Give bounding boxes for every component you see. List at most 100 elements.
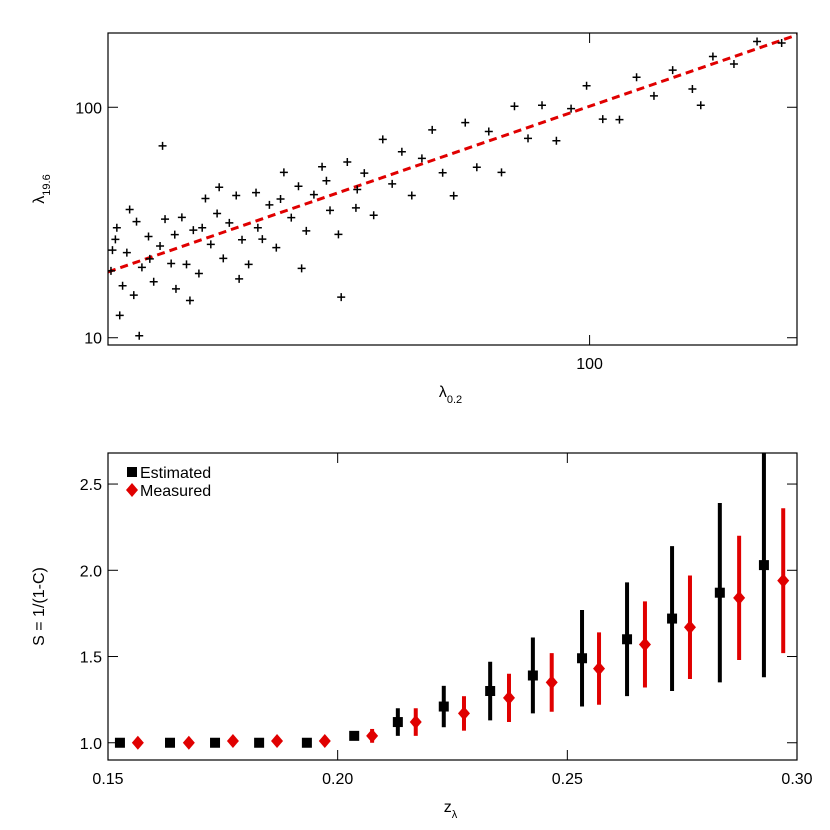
- point: [272, 243, 281, 252]
- point: [392, 717, 403, 728]
- point: [538, 101, 547, 110]
- point: [360, 169, 369, 178]
- point: [111, 235, 120, 244]
- point: [271, 734, 284, 749]
- point: [524, 134, 533, 143]
- point: [667, 613, 678, 624]
- y-tick-label: 2.5: [80, 477, 102, 494]
- point: [438, 168, 447, 177]
- point: [287, 213, 296, 222]
- point: [198, 223, 207, 232]
- legend-label: Estimated: [140, 465, 211, 482]
- point: [201, 194, 210, 203]
- point: [449, 191, 458, 200]
- point: [132, 217, 141, 226]
- point: [156, 242, 165, 251]
- point: [302, 226, 311, 235]
- point: [258, 235, 267, 244]
- legend-marker: [127, 467, 137, 477]
- y-tick-label: 2.0: [80, 563, 102, 580]
- point: [225, 218, 234, 227]
- x-tick-label: 0.30: [781, 771, 812, 788]
- point: [366, 728, 379, 743]
- point: [497, 168, 506, 177]
- point: [144, 232, 153, 241]
- point: [343, 157, 352, 166]
- point: [577, 653, 588, 664]
- plot-frame: [107, 452, 798, 761]
- point: [461, 118, 470, 127]
- x-axis-label: zλ: [444, 799, 458, 821]
- point: [244, 260, 253, 269]
- point: [733, 590, 746, 605]
- point: [758, 560, 769, 571]
- point: [213, 209, 222, 218]
- x-tick-label: 100: [576, 356, 603, 373]
- point: [115, 311, 124, 320]
- point: [457, 706, 470, 721]
- point: [182, 260, 191, 269]
- point: [409, 715, 422, 730]
- point: [708, 52, 717, 61]
- point: [484, 127, 493, 136]
- point: [226, 734, 239, 749]
- point: [688, 85, 697, 94]
- point: [254, 737, 265, 748]
- point: [777, 573, 790, 588]
- point: [122, 248, 131, 257]
- x-axis-label-base: z: [444, 799, 452, 816]
- plot-area: [108, 33, 797, 340]
- point: [729, 60, 738, 69]
- point: [683, 620, 696, 635]
- legend-marker: [126, 483, 138, 497]
- point: [131, 735, 144, 750]
- point: [615, 115, 624, 124]
- y-axis-label-sub: 19.6: [41, 174, 53, 195]
- y-axis-label: λ19.6: [31, 174, 53, 203]
- point: [622, 634, 633, 645]
- point: [322, 176, 331, 185]
- y-tick-label: 100: [75, 100, 102, 117]
- point: [632, 73, 641, 82]
- point: [219, 254, 228, 263]
- y-axis-label: S = 1/(1-C): [31, 567, 48, 646]
- x-tick-label: 0.25: [552, 771, 583, 788]
- point: [777, 39, 786, 48]
- fit-line: [108, 33, 797, 274]
- point: [137, 263, 146, 272]
- point: [177, 213, 186, 222]
- point: [598, 115, 607, 124]
- point: [158, 141, 167, 150]
- point: [171, 284, 180, 293]
- point: [167, 259, 176, 268]
- point: [215, 183, 224, 192]
- point: [253, 223, 262, 232]
- point: [485, 686, 496, 697]
- point: [118, 281, 127, 290]
- y-tick-label: 1.5: [80, 650, 102, 667]
- x-axis-label-sub: λ: [452, 809, 458, 821]
- legend-label: Measured: [140, 483, 211, 500]
- point: [472, 163, 481, 172]
- point: [185, 296, 194, 305]
- point: [545, 675, 558, 690]
- point: [353, 185, 362, 194]
- point: [349, 730, 360, 741]
- point: [182, 735, 195, 750]
- point: [753, 37, 762, 46]
- x-axis-label-sub: 0.2: [447, 394, 462, 406]
- y-tick-label: 10: [84, 331, 102, 348]
- x-axis-label-base: λ: [439, 384, 447, 401]
- x-axis-label: λ0.2: [439, 384, 462, 406]
- point: [114, 737, 125, 748]
- point: [265, 200, 274, 209]
- point: [417, 154, 426, 163]
- point: [125, 205, 134, 214]
- point: [309, 190, 318, 199]
- point: [301, 737, 312, 748]
- point: [206, 240, 215, 249]
- point: [593, 661, 606, 676]
- point: [149, 277, 158, 286]
- point: [668, 66, 677, 75]
- point: [649, 91, 658, 100]
